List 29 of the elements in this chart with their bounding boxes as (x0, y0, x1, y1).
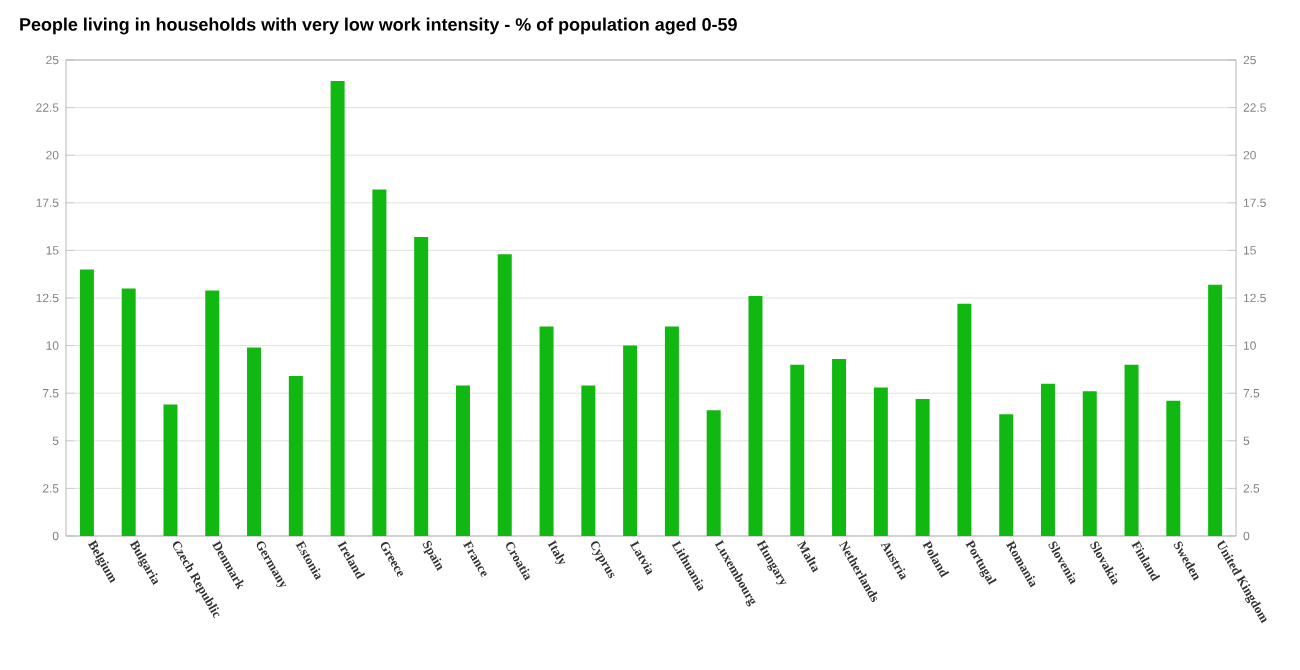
bar (623, 345, 638, 536)
bar (1082, 391, 1097, 536)
bar (414, 237, 429, 536)
bar (497, 254, 512, 536)
bar (832, 358, 847, 536)
bar (205, 290, 220, 536)
bar (581, 385, 596, 536)
chart-title: People living in households with very low work intensity - % of population aged 0-59 (20, 17, 737, 35)
bar (455, 385, 470, 536)
bar (121, 288, 136, 536)
bar (1040, 383, 1055, 536)
bar (163, 404, 178, 536)
bar (664, 326, 679, 536)
bar (790, 364, 805, 536)
bar (372, 189, 387, 536)
bar (999, 414, 1014, 536)
bar (915, 398, 930, 536)
bar (748, 296, 763, 536)
bar (79, 269, 94, 536)
bar (873, 387, 888, 536)
bar (1166, 400, 1181, 536)
bar (1124, 364, 1139, 536)
bar (706, 410, 721, 536)
bar (1208, 284, 1223, 536)
bar (288, 376, 303, 536)
bar (330, 80, 345, 536)
bar (539, 326, 554, 536)
bar (957, 303, 972, 536)
bar (247, 347, 262, 536)
